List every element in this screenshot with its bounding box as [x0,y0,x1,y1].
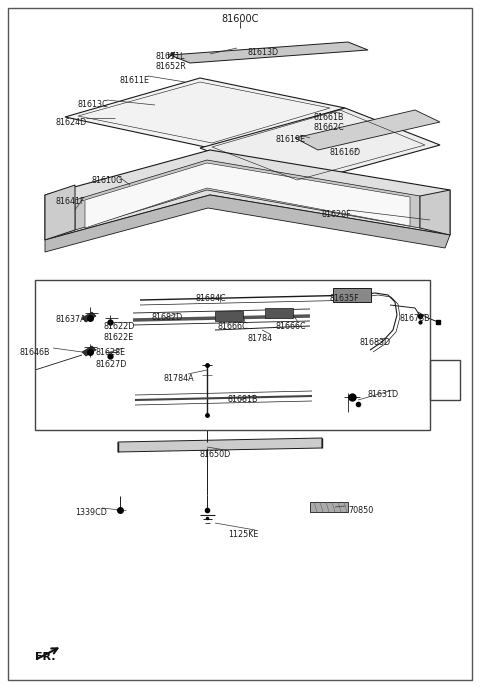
Text: 81611E: 81611E [120,76,150,85]
Bar [265,308,293,318]
Text: 81650D: 81650D [200,450,231,459]
Text: 81682D: 81682D [152,313,183,322]
Text: 81628E: 81628E [96,348,126,357]
Bar [215,311,243,321]
Polygon shape [420,190,450,235]
Text: 81622D: 81622D [103,322,134,331]
Polygon shape [85,163,410,228]
Polygon shape [45,185,75,240]
Text: 81662C: 81662C [313,123,344,132]
Text: 81651L: 81651L [155,52,184,61]
Text: 1125KE: 1125KE [228,530,258,539]
Polygon shape [75,160,420,230]
Text: 81681B: 81681B [228,395,259,404]
Text: 81631D: 81631D [368,390,399,399]
Text: 81684C: 81684C [196,294,227,303]
Polygon shape [82,312,96,322]
Text: 81678B: 81678B [400,314,431,323]
Text: 81784: 81784 [248,334,273,343]
Polygon shape [310,502,348,512]
Text: 81610G: 81610G [92,176,123,185]
Text: 81600C: 81600C [221,14,259,24]
Text: 81616D: 81616D [330,148,361,157]
Text: 70850: 70850 [348,506,373,515]
Text: 81666C: 81666C [218,322,249,331]
Polygon shape [45,150,450,240]
Text: 81620F: 81620F [322,210,352,219]
Text: 81666C: 81666C [275,322,306,331]
Polygon shape [45,195,450,252]
Polygon shape [295,110,440,150]
Text: 81646B: 81646B [20,348,50,357]
Text: 81619E: 81619E [275,135,305,144]
Text: 1339CD: 1339CD [75,508,107,517]
Text: 81635F: 81635F [330,294,360,303]
Text: 81652R: 81652R [155,62,186,71]
Text: 81622E: 81622E [103,333,133,342]
Text: 81624D: 81624D [55,118,86,127]
Text: 81613C: 81613C [78,100,108,109]
Polygon shape [65,78,345,148]
Bar [333,288,371,302]
Text: 81661B: 81661B [313,113,344,122]
Text: FR.: FR. [35,652,56,662]
Text: 81613D: 81613D [247,48,278,57]
Text: 81683D: 81683D [360,338,391,347]
Text: 81637A: 81637A [55,315,85,324]
Text: 81627D: 81627D [96,360,127,369]
Polygon shape [82,346,96,356]
Polygon shape [170,42,368,63]
Polygon shape [118,438,322,452]
Text: 81641F: 81641F [55,197,84,206]
Text: 81784A: 81784A [163,374,193,383]
Polygon shape [200,108,440,185]
